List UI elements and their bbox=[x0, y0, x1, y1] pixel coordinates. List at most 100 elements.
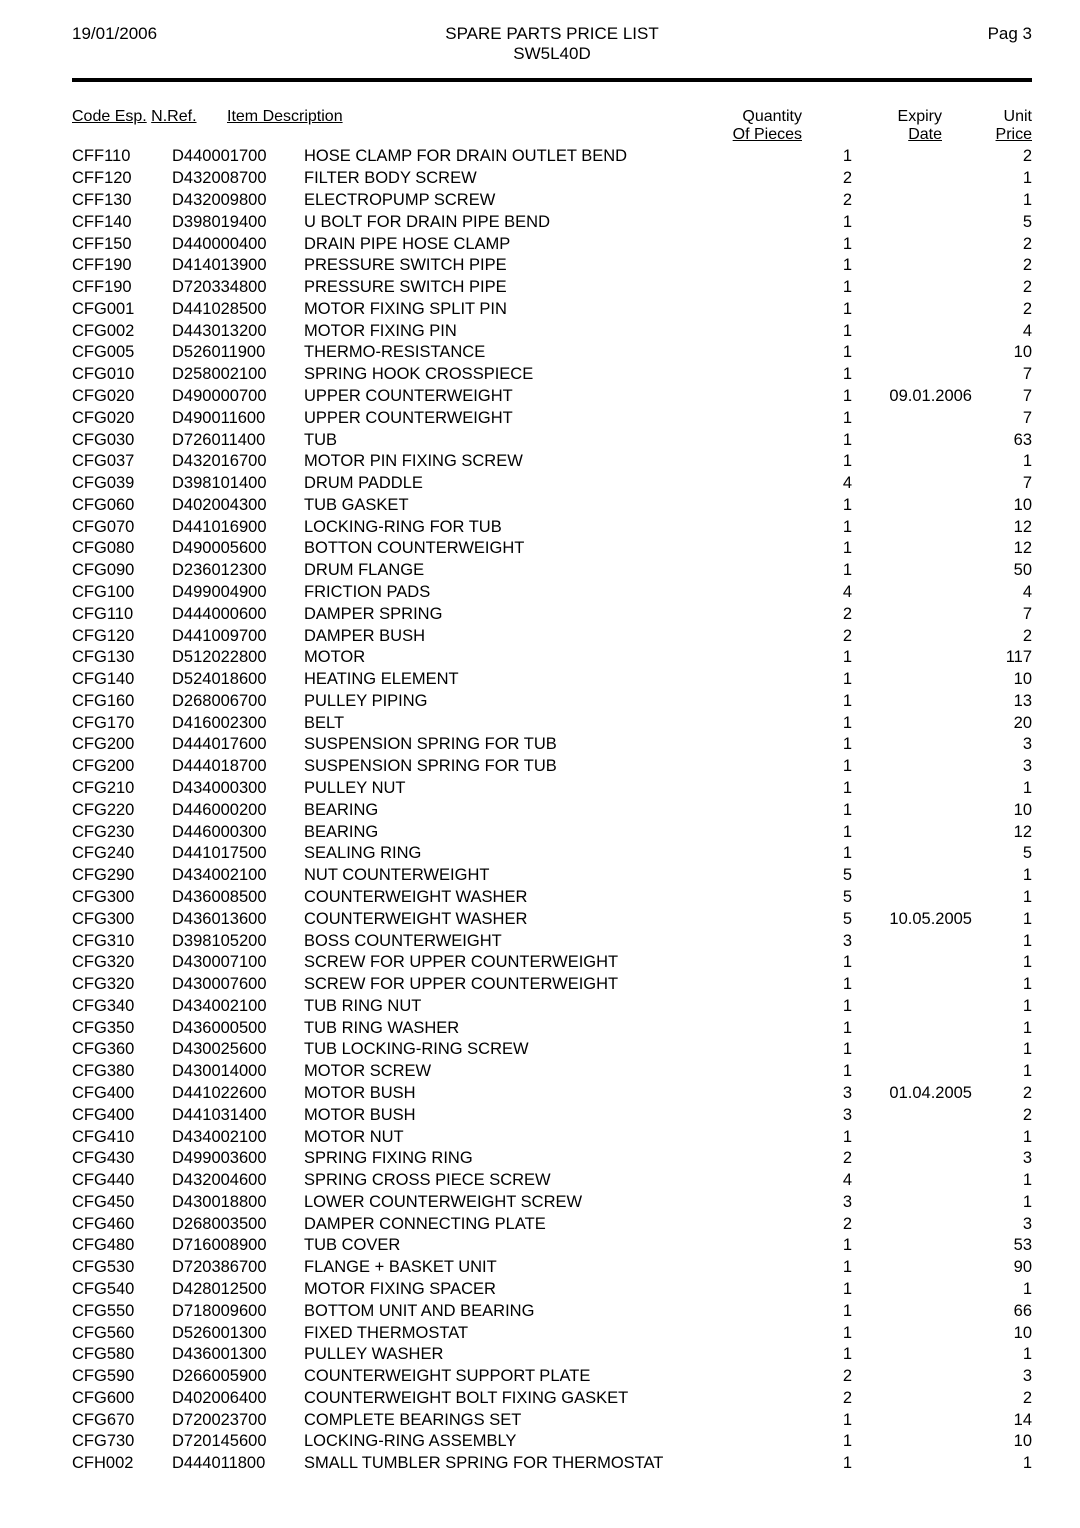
cell-price: 2 bbox=[972, 146, 1032, 168]
cell-price: 1 bbox=[972, 995, 1032, 1017]
table-row: CFG550D718009600BOTTOM UNIT AND BEARING1… bbox=[72, 1300, 1032, 1322]
cell-desc: MOTOR FIXING SPLIT PIN bbox=[304, 298, 772, 320]
cell-code: CFG460 bbox=[72, 1213, 172, 1235]
cell-price: 10 bbox=[972, 1322, 1032, 1344]
cell-nref: D428012500 bbox=[172, 1279, 304, 1301]
cell-expiry bbox=[852, 298, 972, 320]
cell-code: CFG210 bbox=[72, 778, 172, 800]
cell-desc: MOTOR BUSH bbox=[304, 1083, 772, 1105]
table-row: CFG540D428012500MOTOR FIXING SPACER11 bbox=[72, 1279, 1032, 1301]
table-row: CFG320D430007600SCREW FOR UPPER COUNTERW… bbox=[72, 974, 1032, 996]
cell-price: 1 bbox=[972, 190, 1032, 212]
cell-price: 1 bbox=[972, 1170, 1032, 1192]
table-row: CFG320D430007100SCREW FOR UPPER COUNTERW… bbox=[72, 952, 1032, 974]
table-row: CFG300D436013600COUNTERWEIGHT WASHER510.… bbox=[72, 908, 1032, 930]
cell-desc: TUB RING WASHER bbox=[304, 1017, 772, 1039]
cell-code: CFG037 bbox=[72, 451, 172, 473]
cell-nref: D441022600 bbox=[172, 1083, 304, 1105]
table-row: CFG300D436008500COUNTERWEIGHT WASHER51 bbox=[72, 887, 1032, 909]
cell-qty: 3 bbox=[772, 1192, 852, 1214]
cell-expiry bbox=[852, 734, 972, 756]
cell-nref: D490011600 bbox=[172, 407, 304, 429]
parts-table: CFF110D440001700HOSE CLAMP FOR DRAIN OUT… bbox=[72, 146, 1032, 1475]
table-row: CFG110D444000600DAMPER SPRING27 bbox=[72, 603, 1032, 625]
cell-expiry bbox=[852, 190, 972, 212]
cell-qty: 3 bbox=[772, 930, 852, 952]
cell-qty: 1 bbox=[772, 952, 852, 974]
cell-expiry bbox=[852, 669, 972, 691]
cell-desc: THERMO-RESISTANCE bbox=[304, 342, 772, 364]
cell-qty: 5 bbox=[772, 865, 852, 887]
cell-nref: D434002100 bbox=[172, 1126, 304, 1148]
cell-nref: D432009800 bbox=[172, 190, 304, 212]
cell-price: 1 bbox=[972, 1039, 1032, 1061]
cell-qty: 1 bbox=[772, 843, 852, 865]
cell-qty: 3 bbox=[772, 1083, 852, 1105]
cell-nref: D268006700 bbox=[172, 691, 304, 713]
cell-price: 53 bbox=[972, 1235, 1032, 1257]
table-row: CFG070D441016900LOCKING-RING FOR TUB112 bbox=[72, 516, 1032, 538]
page-header: 19/01/2006 SPARE PARTS PRICE LIST SW5L40… bbox=[72, 24, 1032, 64]
cell-price: 2 bbox=[972, 1104, 1032, 1126]
cell-qty: 1 bbox=[772, 1431, 852, 1453]
cell-code: CFG580 bbox=[72, 1344, 172, 1366]
cell-code: CFG001 bbox=[72, 298, 172, 320]
cell-expiry bbox=[852, 1213, 972, 1235]
cell-code: CFG290 bbox=[72, 865, 172, 887]
cell-nref: D441028500 bbox=[172, 298, 304, 320]
cell-expiry bbox=[852, 647, 972, 669]
cell-price: 14 bbox=[972, 1409, 1032, 1431]
cell-qty: 1 bbox=[772, 1061, 852, 1083]
cell-nref: D444011800 bbox=[172, 1453, 304, 1475]
col-qty-l2: Of Pieces bbox=[712, 126, 802, 144]
col-price-l2: Price bbox=[972, 126, 1032, 144]
cell-code: CFG120 bbox=[72, 625, 172, 647]
cell-expiry bbox=[852, 538, 972, 560]
cell-qty: 1 bbox=[772, 669, 852, 691]
cell-desc: DAMPER BUSH bbox=[304, 625, 772, 647]
cell-code: CFG320 bbox=[72, 974, 172, 996]
cell-nref: D402006400 bbox=[172, 1388, 304, 1410]
cell-nref: D526011900 bbox=[172, 342, 304, 364]
cell-expiry bbox=[852, 865, 972, 887]
table-row: CFG380D430014000MOTOR SCREW11 bbox=[72, 1061, 1032, 1083]
cell-nref: D430007600 bbox=[172, 974, 304, 996]
cell-code: CFF150 bbox=[72, 233, 172, 255]
cell-code: CFG430 bbox=[72, 1148, 172, 1170]
cell-qty: 1 bbox=[772, 778, 852, 800]
cell-price: 1 bbox=[972, 1126, 1032, 1148]
cell-expiry bbox=[852, 1453, 972, 1475]
cell-price: 3 bbox=[972, 1148, 1032, 1170]
cell-nref: D444000600 bbox=[172, 603, 304, 625]
cell-code: CFG039 bbox=[72, 473, 172, 495]
cell-qty: 4 bbox=[772, 473, 852, 495]
cell-qty: 1 bbox=[772, 647, 852, 669]
cell-price: 1 bbox=[972, 1344, 1032, 1366]
cell-desc: DRAIN PIPE HOSE CLAMP bbox=[304, 233, 772, 255]
cell-qty: 1 bbox=[772, 451, 852, 473]
cell-qty: 2 bbox=[772, 168, 852, 190]
cell-expiry bbox=[852, 1344, 972, 1366]
cell-nref: D432008700 bbox=[172, 168, 304, 190]
cell-code: CFG002 bbox=[72, 320, 172, 342]
cell-qty: 1 bbox=[772, 995, 852, 1017]
cell-qty: 1 bbox=[772, 407, 852, 429]
cell-nref: D430018800 bbox=[172, 1192, 304, 1214]
cell-qty: 1 bbox=[772, 364, 852, 386]
cell-code: CFG590 bbox=[72, 1366, 172, 1388]
cell-nref: D441031400 bbox=[172, 1104, 304, 1126]
cell-code: CFG310 bbox=[72, 930, 172, 952]
table-row: CFG580D436001300PULLEY WASHER11 bbox=[72, 1344, 1032, 1366]
table-row: CFG037D432016700MOTOR PIN FIXING SCREW11 bbox=[72, 451, 1032, 473]
cell-code: CFF110 bbox=[72, 146, 172, 168]
cell-nref: D430007100 bbox=[172, 952, 304, 974]
cell-code: CFG160 bbox=[72, 691, 172, 713]
table-row: CFG600D402006400COUNTERWEIGHT BOLT FIXIN… bbox=[72, 1388, 1032, 1410]
table-row: CFG002D443013200MOTOR FIXING PIN14 bbox=[72, 320, 1032, 342]
table-row: CFG220D446000200BEARING110 bbox=[72, 799, 1032, 821]
table-row: CFG140D524018600HEATING ELEMENT110 bbox=[72, 669, 1032, 691]
cell-expiry bbox=[852, 995, 972, 1017]
cell-nref: D258002100 bbox=[172, 364, 304, 386]
cell-desc: BOTTOM UNIT AND BEARING bbox=[304, 1300, 772, 1322]
cell-code: CFG200 bbox=[72, 734, 172, 756]
